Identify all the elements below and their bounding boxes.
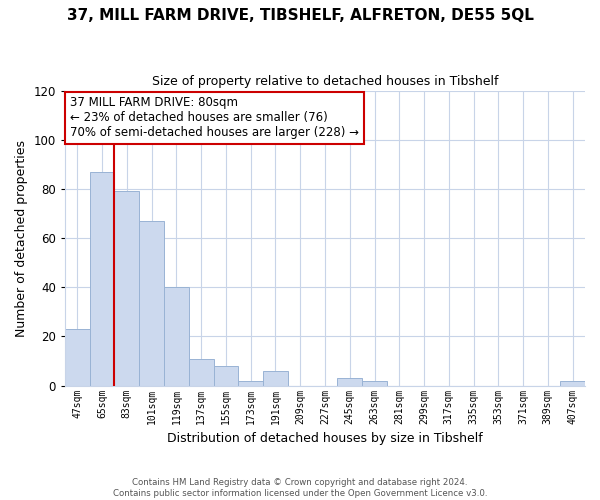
Bar xyxy=(560,380,585,386)
Bar xyxy=(263,371,288,386)
Bar xyxy=(337,378,362,386)
Bar xyxy=(164,288,189,386)
Text: 37, MILL FARM DRIVE, TIBSHELF, ALFRETON, DE55 5QL: 37, MILL FARM DRIVE, TIBSHELF, ALFRETON,… xyxy=(67,8,533,22)
Bar xyxy=(362,380,387,386)
Title: Size of property relative to detached houses in Tibshelf: Size of property relative to detached ho… xyxy=(152,75,498,88)
Bar xyxy=(238,380,263,386)
Bar xyxy=(90,172,115,386)
Bar xyxy=(65,329,90,386)
Bar xyxy=(189,358,214,386)
Bar xyxy=(214,366,238,386)
X-axis label: Distribution of detached houses by size in Tibshelf: Distribution of detached houses by size … xyxy=(167,432,483,445)
Text: Contains HM Land Registry data © Crown copyright and database right 2024.
Contai: Contains HM Land Registry data © Crown c… xyxy=(113,478,487,498)
Bar xyxy=(139,221,164,386)
Text: 37 MILL FARM DRIVE: 80sqm
← 23% of detached houses are smaller (76)
70% of semi-: 37 MILL FARM DRIVE: 80sqm ← 23% of detac… xyxy=(70,96,359,140)
Y-axis label: Number of detached properties: Number of detached properties xyxy=(15,140,28,336)
Bar xyxy=(115,192,139,386)
